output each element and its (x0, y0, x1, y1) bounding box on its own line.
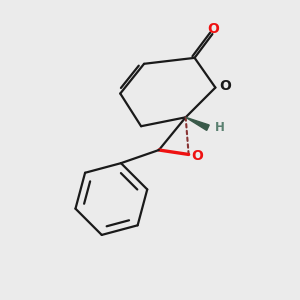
Text: H: H (214, 121, 224, 134)
Polygon shape (186, 117, 209, 130)
Text: O: O (192, 149, 203, 163)
Text: O: O (207, 22, 219, 36)
Text: O: O (219, 79, 231, 93)
